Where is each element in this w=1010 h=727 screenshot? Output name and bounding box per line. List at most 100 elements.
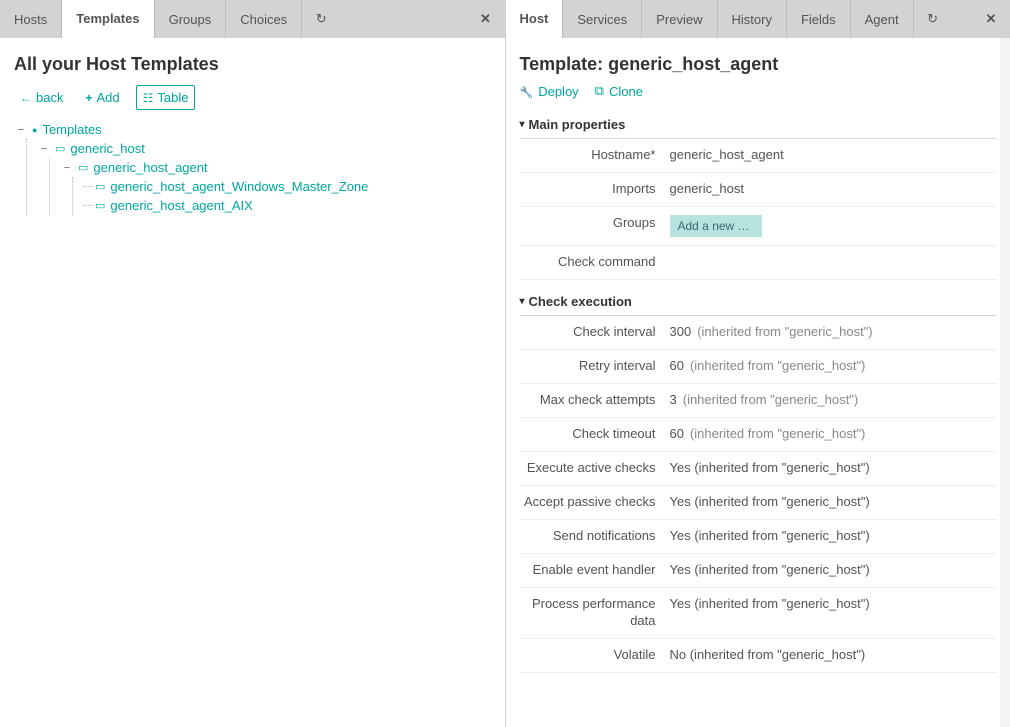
wrench-icon	[520, 84, 534, 99]
check-command-label: Check command	[520, 254, 670, 271]
row-check-timeout: Check timeout 60 (inherited from "generi…	[520, 418, 997, 452]
tree-toggle[interactable]: −	[37, 143, 51, 155]
left-pane: Hosts Templates Groups Choices All your …	[0, 0, 506, 727]
refresh-icon[interactable]	[914, 0, 952, 38]
tab-choices[interactable]: Choices	[226, 0, 302, 38]
host-icon	[95, 180, 105, 193]
back-icon	[20, 91, 32, 105]
row-hostname: Hostname* generic_host_agent	[520, 139, 997, 173]
row-retry-interval: Retry interval 60 (inherited from "gener…	[520, 350, 997, 384]
active-checks-label: Execute active checks	[520, 460, 670, 477]
detail-actions: Deploy Clone	[520, 83, 997, 99]
active-checks-value[interactable]: Yes (inherited from "generic_host")	[670, 460, 997, 475]
deploy-button[interactable]: Deploy	[520, 83, 579, 99]
retry-interval-label: Retry interval	[520, 358, 670, 375]
detail-title: Template: generic_host_agent	[520, 54, 997, 75]
event-handler-value[interactable]: Yes (inherited from "generic_host")	[670, 562, 997, 577]
right-body: Template: generic_host_agent Deploy Clon…	[506, 38, 1010, 727]
caret-down-icon	[520, 119, 525, 130]
check-interval-value[interactable]: 300 (inherited from "generic_host")	[670, 324, 997, 339]
groups-input[interactable]: Add a new o…	[670, 215, 762, 237]
tab-preview[interactable]: Preview	[642, 0, 717, 38]
row-active-checks: Execute active checks Yes (inherited fro…	[520, 452, 997, 486]
imports-label: Imports	[520, 181, 670, 198]
section-exec-title: Check execution	[529, 294, 632, 309]
template-tree: − Templates − generic_host	[14, 120, 491, 215]
passive-checks-value[interactable]: Yes (inherited from "generic_host")	[670, 494, 997, 509]
tab-templates[interactable]: Templates	[62, 0, 154, 39]
clone-label: Clone	[609, 84, 643, 99]
retry-interval-value[interactable]: 60 (inherited from "generic_host")	[670, 358, 997, 373]
section-main-title: Main properties	[529, 117, 626, 132]
plus-icon	[85, 91, 92, 105]
notifications-label: Send notifications	[520, 528, 670, 545]
tree-node-label: generic_host_agent_Windows_Master_Zone	[110, 179, 368, 194]
clone-icon	[595, 83, 604, 99]
section-main-properties[interactable]: Main properties	[520, 111, 997, 139]
host-icon	[78, 161, 88, 174]
groups-label: Groups	[520, 215, 670, 232]
row-event-handler: Enable event handler Yes (inherited from…	[520, 554, 997, 588]
tree-node-windows-master-zone[interactable]: generic_host_agent_Windows_Master_Zone	[95, 179, 368, 194]
row-notifications: Send notifications Yes (inherited from "…	[520, 520, 997, 554]
row-passive-checks: Accept passive checks Yes (inherited fro…	[520, 486, 997, 520]
table-label: Table	[157, 90, 188, 105]
right-pane: Host Services Preview History Fields Age…	[506, 0, 1010, 727]
tree-node-generic-host[interactable]: generic_host	[55, 141, 145, 156]
tree-node-aix[interactable]: generic_host_agent_AIX	[95, 198, 253, 213]
scrollbar[interactable]	[1000, 38, 1010, 727]
caret-down-icon	[520, 296, 525, 307]
row-check-command: Check command	[520, 246, 997, 280]
tree-toggle[interactable]: −	[60, 162, 74, 174]
row-volatile: Volatile No (inherited from "generic_hos…	[520, 639, 997, 673]
perf-data-label: Process performance data	[520, 596, 670, 630]
row-perf-data: Process performance data Yes (inherited …	[520, 588, 997, 639]
tree-node-generic-host-agent[interactable]: generic_host_agent	[78, 160, 208, 175]
tab-services[interactable]: Services	[563, 0, 642, 38]
tree-node-label: generic_host_agent_AIX	[110, 198, 252, 213]
tree-root-label: Templates	[42, 122, 101, 137]
add-label: Add	[96, 90, 119, 105]
passive-checks-label: Accept passive checks	[520, 494, 670, 511]
deploy-label: Deploy	[538, 84, 578, 99]
page-title: All your Host Templates	[14, 54, 491, 75]
row-max-attempts: Max check attempts 3 (inherited from "ge…	[520, 384, 997, 418]
row-imports: Imports generic_host	[520, 173, 997, 207]
close-icon[interactable]	[467, 0, 505, 38]
host-icon	[55, 142, 65, 155]
left-toolbar: back Add Table	[14, 85, 491, 110]
clone-button[interactable]: Clone	[595, 83, 643, 99]
refresh-icon[interactable]	[302, 0, 340, 38]
tab-agent[interactable]: Agent	[851, 0, 914, 38]
right-tabbar: Host Services Preview History Fields Age…	[506, 0, 1010, 38]
volatile-label: Volatile	[520, 647, 670, 664]
tab-history[interactable]: History	[718, 0, 787, 38]
close-icon[interactable]	[972, 0, 1010, 38]
add-button[interactable]: Add	[79, 86, 125, 109]
tab-host[interactable]: Host	[506, 0, 564, 39]
globe-icon	[32, 124, 37, 136]
tab-groups[interactable]: Groups	[155, 0, 227, 38]
event-handler-label: Enable event handler	[520, 562, 670, 579]
tree-node-label: generic_host	[70, 141, 144, 156]
volatile-value[interactable]: No (inherited from "generic_host")	[670, 647, 997, 662]
row-check-interval: Check interval 300 (inherited from "gene…	[520, 316, 997, 350]
table-button[interactable]: Table	[136, 85, 196, 110]
tab-fields[interactable]: Fields	[787, 0, 851, 38]
perf-data-value[interactable]: Yes (inherited from "generic_host")	[670, 596, 997, 611]
max-attempts-value[interactable]: 3 (inherited from "generic_host")	[670, 392, 997, 407]
left-tabbar: Hosts Templates Groups Choices	[0, 0, 505, 38]
notifications-value[interactable]: Yes (inherited from "generic_host")	[670, 528, 997, 543]
imports-value[interactable]: generic_host	[670, 181, 997, 196]
section-check-execution[interactable]: Check execution	[520, 288, 997, 316]
hostname-label: Hostname*	[520, 147, 670, 164]
tree-toggle[interactable]: −	[14, 124, 28, 136]
back-button[interactable]: back	[14, 86, 69, 109]
tree-root[interactable]: Templates	[32, 122, 102, 137]
check-timeout-value[interactable]: 60 (inherited from "generic_host")	[670, 426, 997, 441]
table-icon	[143, 91, 154, 105]
host-icon	[95, 199, 105, 212]
back-label: back	[36, 90, 63, 105]
hostname-value[interactable]: generic_host_agent	[670, 147, 997, 162]
tab-hosts[interactable]: Hosts	[0, 0, 62, 38]
